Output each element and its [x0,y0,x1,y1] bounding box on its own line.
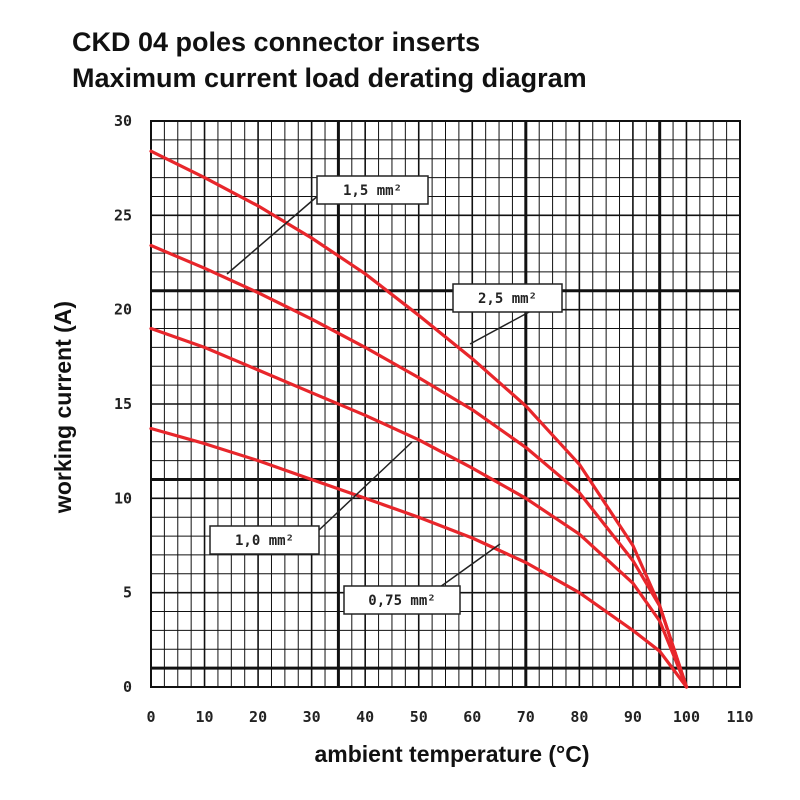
series-line-3 [149,326,689,689]
y-tick-label: 0 [123,678,132,696]
x-tick-label: 90 [624,708,642,726]
label-box [316,175,429,205]
label-box [452,283,563,313]
series-line-1 [149,149,689,689]
x-tick-label: 80 [570,708,588,726]
series-line-4 [149,426,689,689]
x-tick-label: 20 [249,708,267,726]
y-tick-label: 10 [114,489,132,507]
leader-line [439,543,501,588]
x-tick-label: 40 [356,708,374,726]
leader-line [226,193,321,275]
x-tick-label: 70 [517,708,535,726]
tick-labels: 0 10 20 30 40 50 60 70 80 90 100 110 0 5 10 15 20 25 30 [114,112,754,726]
series-line-2 [149,243,689,689]
y-axis-title: working current (A) [50,301,76,514]
y-tick-label: 25 [114,206,132,224]
x-tick-label: 10 [196,708,214,726]
series-label-1: 1,5 mm² [226,175,429,275]
label-box [209,525,320,555]
series-labels: 1,5 mm² 2,5 mm² 1,0 mm² 0,75 mm² [209,175,563,615]
x-tick-label: 30 [303,708,321,726]
series-label-4: 0,75 mm² [343,543,501,615]
series-label-text: 0,75 mm² [368,593,435,609]
x-tick-label: 100 [673,708,700,726]
x-tick-label: 60 [463,708,481,726]
series-label-3: 1,0 mm² [209,441,413,555]
leader-line [469,310,532,345]
x-tick-label: 50 [410,708,428,726]
x-axis-title: ambient temperature (°C) [314,741,589,767]
series-label-text: 2,5 mm² [478,291,537,307]
chart-title-line-1: CKD 04 poles connector inserts [72,27,481,57]
series-label-text: 1,5 mm² [343,183,402,199]
y-tick-label: 20 [114,301,132,319]
y-tick-label: 15 [114,395,132,413]
series-label-2: 2,5 mm² [452,283,563,345]
chart-title-line-2: Maximum current load derating diagram [72,63,587,93]
label-box [343,585,461,615]
series-label-text: 1,0 mm² [235,533,294,549]
x-tick-label: 0 [146,708,155,726]
x-tick-label: 110 [726,708,753,726]
series-lines [149,149,689,689]
plot-frame [150,120,741,688]
y-tick-label: 30 [114,112,132,130]
leader-line [317,441,413,532]
y-tick-label: 5 [123,584,132,602]
